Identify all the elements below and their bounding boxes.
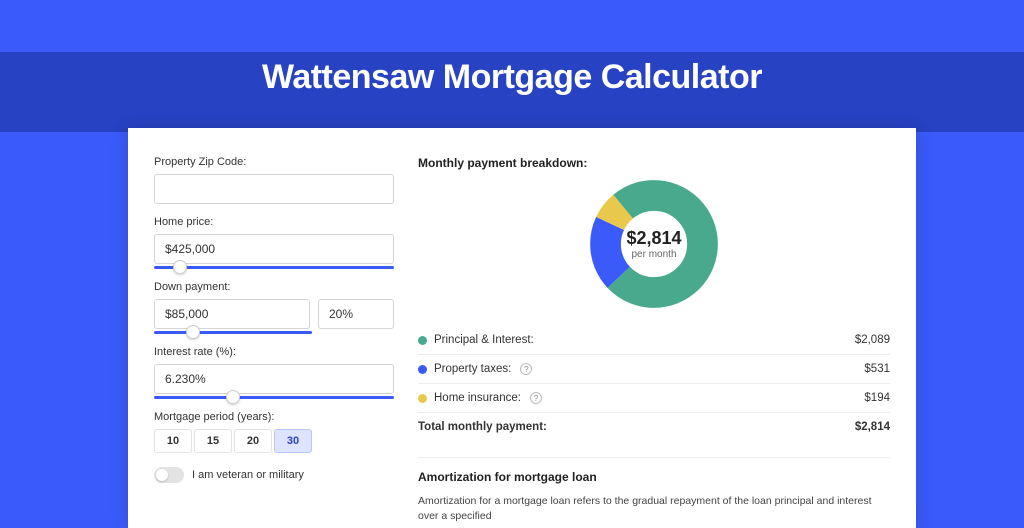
legend-label: Property taxes: (434, 363, 511, 375)
calculator-panel: Property Zip Code: Home price: Down paym… (128, 128, 916, 528)
amortization-text: Amortization for a mortgage loan refers … (418, 494, 890, 523)
form-column: Property Zip Code: Home price: Down paym… (154, 156, 394, 528)
down-payment-group: Down payment: (154, 281, 394, 334)
home-price-slider-thumb[interactable] (173, 260, 187, 274)
period-button-20[interactable]: 20 (234, 429, 272, 453)
down-payment-slider[interactable] (154, 331, 312, 334)
legend-label: Principal & Interest: (434, 334, 534, 346)
legend-value: $2,089 (855, 334, 890, 346)
donut-amount: $2,814 (626, 228, 681, 249)
legend-dot-icon (418, 336, 427, 345)
interest-slider-thumb[interactable] (226, 390, 240, 404)
amortization-title: Amortization for mortgage loan (418, 470, 890, 484)
legend-value: $531 (864, 363, 890, 375)
donut-center: $2,814 per month (590, 180, 718, 308)
period-button-30[interactable]: 30 (274, 429, 312, 453)
period-button-15[interactable]: 15 (194, 429, 232, 453)
legend-total-row: Total monthly payment: $2,814 (418, 413, 890, 441)
legend-row: Principal & Interest: $2,089 (418, 326, 890, 355)
down-payment-slider-thumb[interactable] (186, 325, 200, 339)
veteran-label: I am veteran or military (192, 469, 304, 481)
legend-label: Home insurance: (434, 392, 521, 404)
zip-input[interactable] (154, 174, 394, 204)
zip-label: Property Zip Code: (154, 156, 394, 168)
down-payment-label: Down payment: (154, 281, 394, 293)
veteran-row: I am veteran or military (154, 467, 394, 483)
legend: Principal & Interest: $2,089 Property taxe… (418, 326, 890, 441)
total-value: $2,814 (855, 421, 890, 433)
legend-left: Property taxes:? (418, 363, 532, 375)
total-label: Total monthly payment: (418, 421, 547, 433)
down-payment-amount-input[interactable] (154, 299, 310, 329)
interest-label: Interest rate (%): (154, 346, 394, 358)
legend-value: $194 (864, 392, 890, 404)
period-buttons: 10152030 (154, 429, 394, 453)
zip-group: Property Zip Code: (154, 156, 394, 204)
home-price-slider[interactable] (154, 266, 394, 269)
page-root: Wattensaw Mortgage Calculator Property Z… (0, 0, 1024, 512)
interest-slider[interactable] (154, 396, 394, 399)
payment-donut-chart: $2,814 per month (590, 180, 718, 308)
interest-input[interactable] (154, 364, 394, 394)
period-label: Mortgage period (years): (154, 411, 394, 423)
legend-left: Home insurance:? (418, 392, 542, 404)
home-price-input[interactable] (154, 234, 394, 264)
breakdown-column: Monthly payment breakdown: $2,814 per mo… (418, 156, 890, 528)
home-price-group: Home price: (154, 216, 394, 269)
home-price-label: Home price: (154, 216, 394, 228)
period-button-10[interactable]: 10 (154, 429, 192, 453)
legend-left: Principal & Interest: (418, 334, 534, 346)
down-payment-pct-input[interactable] (318, 299, 394, 329)
breakdown-title: Monthly payment breakdown: (418, 156, 890, 170)
donut-subtext: per month (631, 249, 676, 260)
legend-dot-icon (418, 394, 427, 403)
legend-row: Property taxes:? $531 (418, 355, 890, 384)
interest-group: Interest rate (%): (154, 346, 394, 399)
period-group: Mortgage period (years): 10152030 (154, 411, 394, 453)
legend-dot-icon (418, 365, 427, 374)
page-title: Wattensaw Mortgage Calculator (0, 58, 1024, 97)
amortization-section: Amortization for mortgage loan Amortizat… (418, 457, 890, 523)
veteran-toggle[interactable] (154, 467, 184, 483)
legend-row: Home insurance:? $194 (418, 384, 890, 413)
donut-container: $2,814 per month (418, 178, 890, 320)
help-icon[interactable]: ? (530, 392, 542, 404)
help-icon[interactable]: ? (520, 363, 532, 375)
